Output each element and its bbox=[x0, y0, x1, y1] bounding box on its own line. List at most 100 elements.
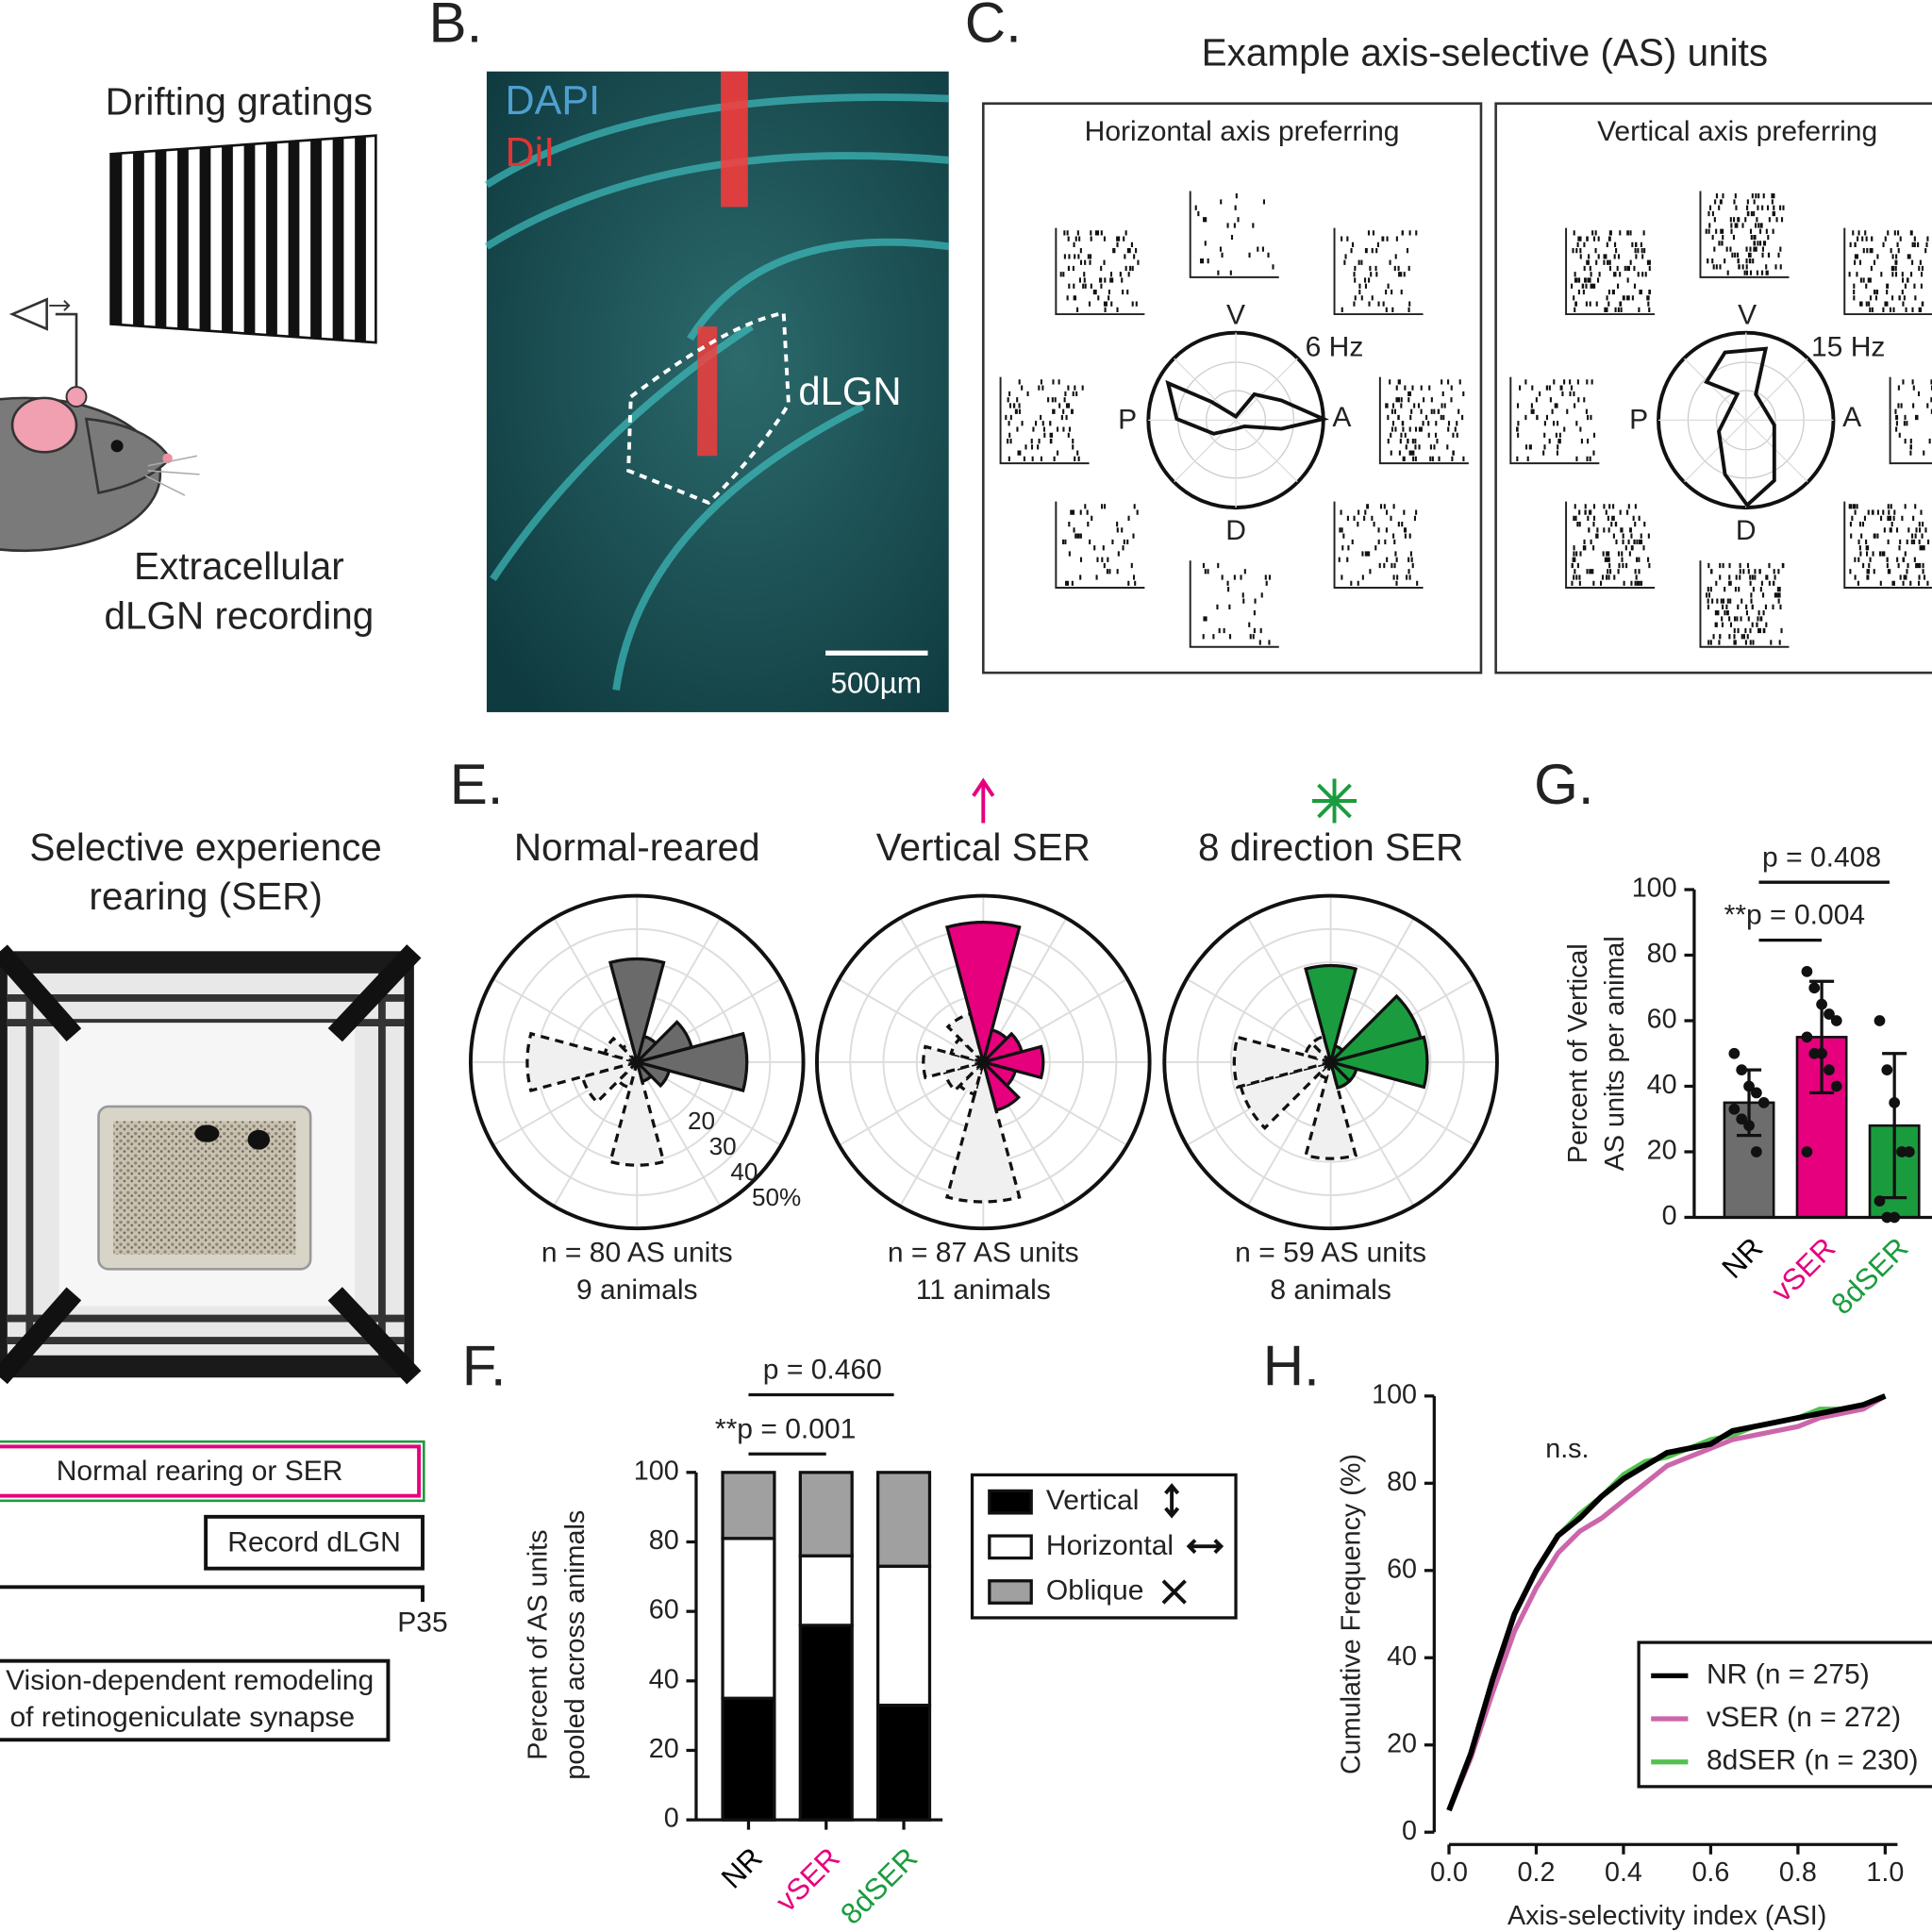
scale-label: 500µm bbox=[830, 666, 921, 699]
legend-swatch bbox=[988, 1534, 1033, 1560]
chart-title: Vertical SER bbox=[876, 825, 1091, 869]
panel-label: G. bbox=[1534, 753, 1593, 816]
r-tick-label: 30 bbox=[709, 1132, 737, 1160]
y-tick-label: 80 bbox=[1387, 1467, 1417, 1497]
bar-segment bbox=[798, 1554, 854, 1627]
petal bbox=[1327, 1057, 1352, 1091]
r-tick-label: 20 bbox=[688, 1107, 715, 1135]
bar-segment bbox=[798, 1624, 854, 1822]
y-axis-label: Percent of Vertical bbox=[1563, 943, 1593, 1163]
x-tick-label: 0.0 bbox=[1430, 1857, 1468, 1888]
photo bbox=[0, 944, 422, 1385]
y-tick-label: 80 bbox=[649, 1525, 679, 1556]
timeline-box bbox=[0, 1440, 425, 1503]
y-tick-label: 100 bbox=[1632, 874, 1677, 904]
petal bbox=[630, 1031, 749, 1092]
count-label: 8 animals bbox=[1270, 1274, 1391, 1306]
raster bbox=[1894, 379, 1932, 456]
y-tick-label: 20 bbox=[1387, 1728, 1417, 1758]
tissue-layer bbox=[484, 93, 950, 691]
region-label: dLGN bbox=[798, 369, 901, 413]
timeline-box bbox=[204, 1514, 425, 1571]
timeline-label: Normal rearing or SER bbox=[57, 1456, 343, 1487]
raster bbox=[1202, 562, 1272, 645]
x-tick-label: 0.8 bbox=[1779, 1857, 1817, 1888]
raster-axes bbox=[1565, 227, 1656, 316]
dii-track bbox=[697, 326, 718, 457]
legend-label: Vertical bbox=[1046, 1485, 1139, 1516]
raster bbox=[1848, 230, 1929, 312]
raster bbox=[1516, 379, 1596, 462]
raster-axes bbox=[1843, 501, 1932, 589]
rate-label: 15 Hz bbox=[1811, 332, 1885, 363]
y-tick-label: 40 bbox=[649, 1664, 679, 1694]
y-tick-label: 0 bbox=[664, 1804, 679, 1834]
petal-mirror bbox=[1304, 1056, 1358, 1160]
x-axis-label: Axis-selectivity index (ASI) bbox=[1507, 1901, 1826, 1931]
animal-point bbox=[1824, 1064, 1835, 1075]
raster-axes bbox=[1189, 191, 1279, 278]
bar-segment bbox=[721, 1471, 776, 1541]
cdf-line bbox=[1446, 1393, 1887, 1812]
unit-title: Horizontal axis preferring bbox=[1085, 116, 1400, 147]
raster-axes bbox=[1333, 227, 1424, 316]
panel-label: B. bbox=[429, 0, 483, 55]
count-label: n = 80 AS units bbox=[541, 1238, 733, 1269]
animal-point bbox=[1881, 1064, 1893, 1075]
legend-label: 8dSER (n = 230) bbox=[1707, 1745, 1919, 1776]
polar-frame bbox=[468, 893, 806, 1231]
petal-mirror bbox=[942, 1058, 989, 1093]
note-text: Vision-dependent remodeling bbox=[6, 1665, 374, 1696]
count-label: 9 animals bbox=[576, 1274, 698, 1306]
x-tick-label: 1.0 bbox=[1866, 1857, 1904, 1888]
rate-label: 6 Hz bbox=[1306, 332, 1364, 363]
animal-point bbox=[1757, 1096, 1770, 1108]
bar-segment bbox=[798, 1471, 854, 1557]
bar-segment bbox=[875, 1471, 932, 1568]
timeline-tick: P35 bbox=[397, 1607, 447, 1638]
animal-point bbox=[1816, 998, 1827, 1010]
direction-label: D bbox=[1736, 515, 1757, 546]
polar-frame bbox=[1162, 893, 1499, 1231]
y-tick-label: 60 bbox=[649, 1595, 679, 1625]
annotation: **p = 0.004 bbox=[1724, 900, 1865, 931]
y-axis-label: AS units per animal bbox=[1600, 936, 1630, 1171]
direction-label: V bbox=[1226, 300, 1245, 331]
count-label: 11 animals bbox=[916, 1274, 1051, 1306]
count-label: n = 87 AS units bbox=[888, 1238, 1079, 1269]
raster bbox=[1848, 504, 1930, 586]
y-tick-label: 80 bbox=[1647, 939, 1677, 969]
direction-label: V bbox=[1738, 300, 1757, 331]
petal-mirror bbox=[525, 1031, 643, 1092]
petal-mirror bbox=[603, 1036, 642, 1066]
y-tick-label: 20 bbox=[649, 1734, 679, 1764]
animal-point bbox=[1801, 1031, 1813, 1043]
mouse bbox=[0, 297, 200, 553]
note-text: of retinogeniculate synapse bbox=[9, 1702, 355, 1733]
animal-point bbox=[1816, 1047, 1827, 1059]
panel-label: E. bbox=[450, 753, 504, 816]
raster bbox=[1706, 562, 1785, 645]
raster bbox=[1338, 504, 1419, 586]
raster-axes bbox=[1509, 376, 1600, 465]
y-tick-label: 100 bbox=[1372, 1379, 1417, 1409]
petal bbox=[634, 1057, 654, 1084]
animal-point bbox=[1743, 1120, 1755, 1132]
legend-label: Oblique bbox=[1046, 1574, 1144, 1606]
stimulus-label: Drifting gratings bbox=[106, 80, 373, 124]
petal bbox=[608, 957, 666, 1069]
x-tick-label: NR bbox=[715, 1841, 769, 1895]
x-tick-label: 0.2 bbox=[1518, 1857, 1556, 1888]
timeline-axis bbox=[0, 1585, 425, 1602]
panel-label: F. bbox=[462, 1334, 507, 1397]
raster-axes bbox=[1699, 560, 1790, 648]
petal bbox=[976, 1044, 1045, 1080]
y-tick-label: 20 bbox=[1647, 1136, 1677, 1166]
petal-mirror bbox=[608, 1056, 666, 1167]
y-axis-label: pooled across animals bbox=[560, 1510, 591, 1780]
panel-title: Selective experience bbox=[29, 825, 381, 869]
animal-point bbox=[1736, 1113, 1748, 1125]
raster-axes bbox=[1889, 376, 1932, 465]
